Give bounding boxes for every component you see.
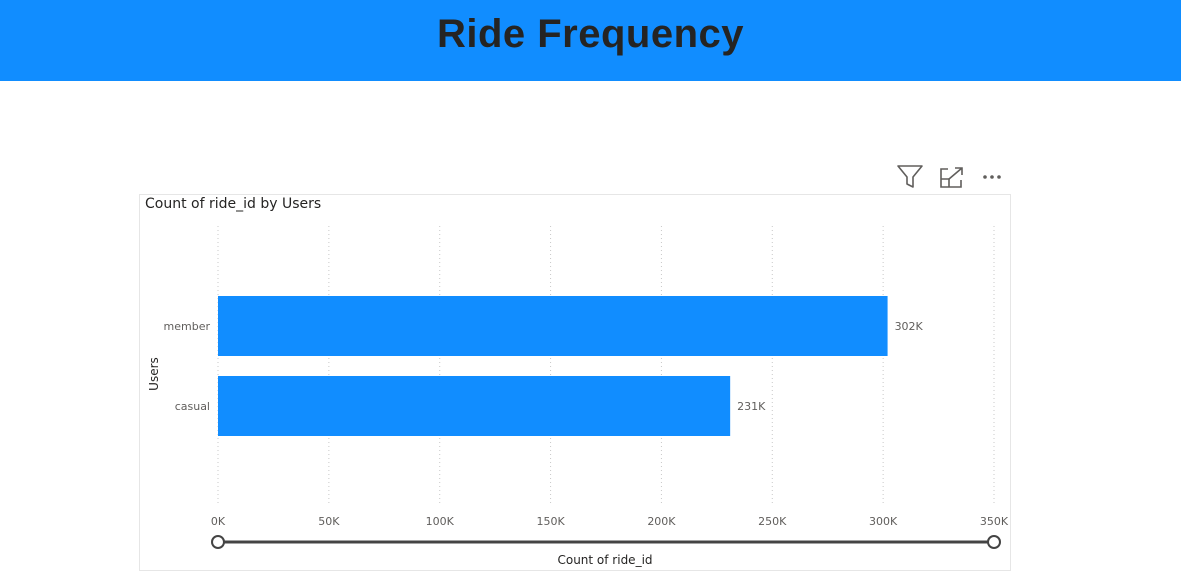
- x-tick-label: 250K: [758, 515, 787, 528]
- bar: [218, 376, 731, 436]
- x-tick-label: 150K: [536, 515, 565, 528]
- x-tick-label: 300K: [869, 515, 898, 528]
- title-banner: Ride Frequency: [0, 0, 1181, 81]
- data-label: 302K: [895, 320, 924, 333]
- focus-mode-icon[interactable]: [936, 163, 968, 191]
- x-tick-label: 200K: [647, 515, 676, 528]
- more-options-icon[interactable]: [977, 163, 1009, 191]
- x-tick-label: 350K: [980, 515, 1009, 528]
- x-axis-label: Count of ride_id: [557, 553, 653, 567]
- bar-chart-visual: Count of ride_id by Users Users Count of…: [139, 194, 1011, 571]
- x-tick-label: 100K: [426, 515, 455, 528]
- y-category-label: casual: [175, 400, 210, 413]
- chart-plot: 0K 50K 100K 150K 200K 250K 300K 350K member 302K c…: [164, 226, 1009, 549]
- x-tick-label: 50K: [318, 515, 340, 528]
- page-title: Ride Frequency: [436, 12, 745, 56]
- y-category-label: member: [164, 320, 211, 333]
- visual-toolbar: [893, 163, 1013, 191]
- data-label: 231K: [737, 400, 766, 413]
- range-slider-start-handle[interactable]: [211, 535, 225, 549]
- bar: [218, 296, 888, 356]
- chart-title: Count of ride_id by Users: [145, 196, 322, 212]
- filter-icon[interactable]: [893, 163, 925, 191]
- x-tick-label: 0K: [211, 515, 226, 528]
- range-slider-end-handle[interactable]: [987, 535, 1001, 549]
